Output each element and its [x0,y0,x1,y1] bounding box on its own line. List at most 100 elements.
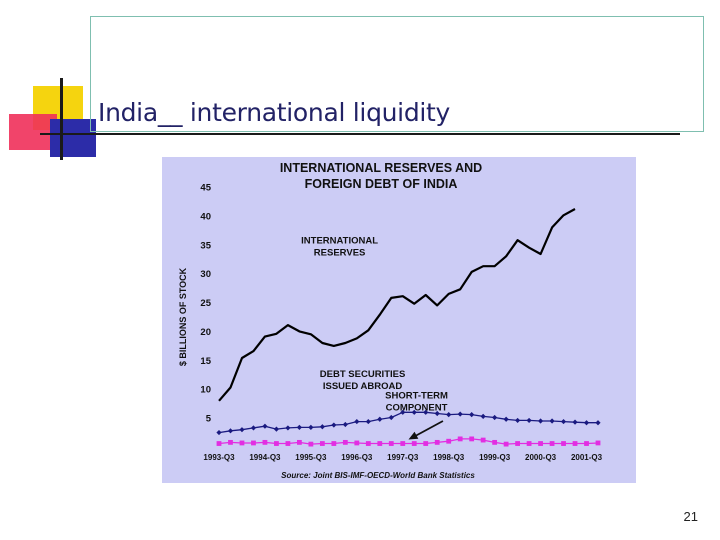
short-term-point [584,441,589,446]
debt-securities-point [526,417,532,424]
debt-securities-point [411,409,417,415]
debt-securities-point [492,414,498,421]
page-number: 21 [683,509,698,524]
short-term-point [377,441,383,446]
annotation-2-line-2: ISSUED ABROAD [323,381,402,392]
debt-securities-point [434,410,440,417]
debt-securities-point [319,424,325,430]
short-term-point [492,439,498,445]
annotation-3-line-2: COMPONENT [386,402,448,413]
debt-securities-point [583,420,590,426]
y-tick-label: 10 [200,385,211,396]
short-term-point [515,441,521,446]
short-term-point [503,441,509,447]
debt-securities-point [549,418,555,424]
short-term-point [251,440,256,446]
short-term-point [572,441,578,446]
debt-securities-point [239,427,245,433]
short-term-point [354,440,360,446]
debt-securities-point [446,412,452,418]
short-term-point [561,441,566,446]
short-term-point [480,437,486,443]
debt-securities-point [503,416,509,422]
debt-securities-point [308,424,314,430]
short-term-point [239,440,245,446]
annotation-arrow-head [408,431,419,440]
debt-securities-point [469,412,475,418]
x-tick-label: 1997-Q3 [387,453,419,462]
short-term-point [308,441,314,447]
y-tick-label: 35 [200,240,211,251]
short-term-point [446,438,452,444]
short-term-point [411,441,417,446]
title-frame [90,16,704,132]
short-term-point [388,441,394,446]
debt-securities-point [560,418,567,425]
y-tick-label: 40 [200,211,211,222]
x-tick-label: 1996-Q3 [341,453,373,462]
short-term-point [216,441,222,446]
short-term-point [423,441,429,446]
short-term-point [549,441,555,446]
plot-area: 5 10 15 20 25 30 35 40 45 1993-Q3 1994-Q3 1995-Q3 19… [200,183,602,463]
short-term-point [262,439,268,445]
short-term-point [400,441,406,446]
short-term-point [296,439,302,445]
short-term-point [319,441,325,446]
y-tick-label: 30 [200,269,211,280]
reserves-debt-chart: INTERNATIONAL RESERVES AND FOREIGN DEBT … [162,157,636,483]
debt-securities-point [262,423,268,429]
decor-blue-square [50,119,96,157]
chart-title-line-2: FOREIGN DEBT OF INDIA [305,177,458,191]
debt-securities-point [480,413,486,419]
debt-securities-point [400,409,406,415]
short-term-point [285,441,291,446]
debt-securities-point [572,419,578,425]
chart-container: INTERNATIONAL RESERVES AND FOREIGN DEBT … [162,157,636,483]
short-term-point [365,441,371,446]
decor-horizontal-line [40,133,680,135]
annotation-arrow-line [412,420,444,439]
annotation-1-line-1: INTERNATIONAL [301,236,378,247]
debt-securities-point [537,418,544,424]
debt-securities-point [273,426,280,432]
debt-securities-point [216,429,222,436]
y-tick-label: 20 [200,327,211,338]
debt-securities-point [595,420,601,426]
x-tick-label: 1994-Q3 [249,453,281,462]
annotation-3-line-1: SHORT-TERM [385,390,448,401]
x-tick-label: 1999-Q3 [479,453,511,462]
y-tick-label: 15 [200,356,211,367]
y-axis-label: $ BILLIONS OF STOCK [178,267,188,366]
debt-securities-point [457,411,463,417]
x-tick-label: 1998-Q3 [433,453,465,462]
debt-securities-point [296,424,302,430]
debt-securities-point [423,409,429,415]
y-tick-label: 5 [206,414,212,425]
short-term-point [228,439,233,445]
short-term-point [526,441,532,446]
y-tick-label: 45 [200,183,211,194]
y-tick-label: 25 [200,298,211,309]
x-tick-label: 1993-Q3 [203,453,235,462]
debt-securities-point [354,418,360,425]
slide-title: India__ international liquidity [98,98,451,127]
annotation-1-line-2: RESERVES [314,248,366,259]
short-term-point [457,436,463,442]
chart-title-line-1: INTERNATIONAL RESERVES AND [280,161,482,175]
series-line-3 [218,438,599,445]
debt-securities-point [365,418,371,425]
short-term-point [331,441,337,446]
x-tick-label: 2000-Q3 [525,453,557,462]
annotation-2-line-1: DEBT SECURITIES [320,369,406,380]
short-term-point [434,439,440,445]
series-line-2 [218,411,598,434]
short-term-point [469,436,475,442]
short-term-point [274,441,279,446]
short-term-point [595,440,601,446]
short-term-point [538,441,543,446]
chart-background [162,157,636,483]
short-term-point [342,439,348,445]
decor-vertical-line [60,78,63,160]
series-line-1 [218,208,576,402]
